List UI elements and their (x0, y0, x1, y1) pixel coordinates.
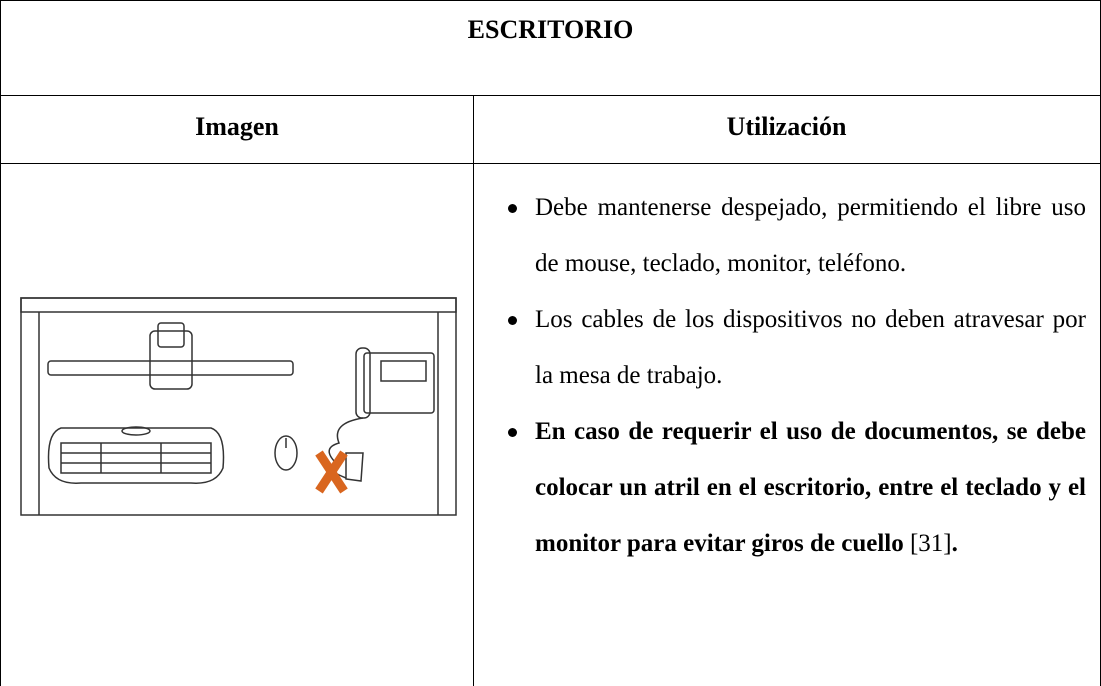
bullet-list: Debe mantenerse despejado, permitiendo e… (508, 180, 1086, 572)
punctuation: . (951, 530, 958, 557)
usage-cell: Debe mantenerse despejado, permitiendo e… (473, 163, 1101, 686)
column-header: Imagen (0, 95, 474, 164)
bullet-item: Debe mantenerse despejado, permitiendo e… (508, 180, 1086, 292)
bullet-text: En caso de requerir el uso de documentos… (535, 418, 1086, 557)
bullet-item: En caso de requerir el uso de documentos… (508, 404, 1086, 572)
column-header: Utilización (473, 95, 1101, 164)
table-title: ESCRITORIO (0, 0, 1101, 96)
reference: [31] (909, 530, 952, 557)
bullet-item: Los cables de los dispositivos no deben … (508, 292, 1086, 404)
image-cell (0, 163, 474, 686)
desk-illustration (20, 297, 457, 516)
